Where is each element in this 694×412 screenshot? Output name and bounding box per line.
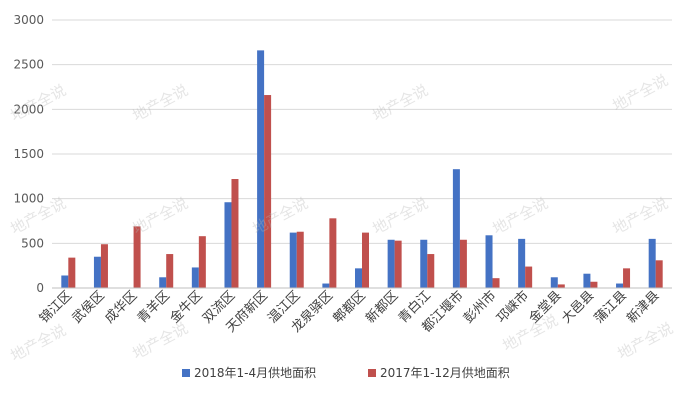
bar-series-2018 (452, 169, 460, 288)
y-tick-label: 1500 (13, 147, 44, 161)
bars (61, 50, 663, 288)
bar-series-2017 (296, 231, 304, 288)
bar-series-2018 (289, 232, 297, 288)
bar-series-2017 (100, 244, 108, 288)
bar-series-2017 (655, 260, 663, 288)
bar-series-2018 (550, 277, 558, 288)
bar-series-2017 (264, 95, 272, 288)
x-tick-label: 金牛区 (167, 288, 206, 327)
y-tick-label: 3000 (13, 13, 44, 27)
bar-series-2018 (355, 268, 362, 288)
x-axis-ticks: 锦江区武侯区成华区青羊区金牛区双流区天府新区温江区龙泉驿区郫都区新都区青白江都江… (37, 288, 663, 336)
legend-label: 2018年1-4月供地面积 (194, 366, 316, 380)
bar-series-2017 (394, 240, 402, 288)
bar-series-2017 (525, 266, 533, 288)
bar-series-2018 (322, 283, 330, 288)
x-tick-label: 青羊区 (134, 288, 173, 327)
bar-series-2017 (557, 284, 565, 288)
bar-series-2017 (329, 218, 337, 288)
bar-series-2018 (93, 256, 101, 288)
bar-series-2017 (231, 179, 239, 288)
x-tick-label: 武侯区 (70, 288, 108, 326)
y-tick-label: 0 (36, 281, 44, 295)
bar-series-2018 (191, 267, 199, 288)
bar-series-2017 (362, 232, 369, 288)
x-tick-label: 新都区 (363, 288, 402, 327)
bar-series-2018 (224, 202, 232, 288)
bar-series-2018 (648, 238, 656, 288)
bar-series-2017 (166, 254, 174, 288)
y-tick-label: 1000 (13, 192, 44, 206)
bar-series-2018 (518, 238, 526, 288)
x-tick-label: 彭州市 (460, 288, 499, 327)
bar-series-2018 (420, 239, 428, 288)
bar-series-2017 (590, 281, 598, 288)
bar-series-2018 (387, 239, 395, 288)
bar-series-2018 (257, 50, 265, 288)
bar-series-2017 (427, 254, 435, 288)
bar-series-2018 (616, 283, 624, 288)
x-tick-label: 大邑县 (559, 288, 597, 326)
bar-series-2018 (159, 277, 167, 288)
x-tick-label: 成华区 (102, 288, 140, 326)
y-tick-label: 500 (21, 236, 44, 250)
legend: 2018年1-4月供地面积 2017年1-12月供地面积 (182, 366, 510, 380)
bar-series-2017 (198, 236, 206, 288)
legend-swatch (182, 369, 190, 377)
x-tick-label: 邛崃市 (493, 288, 532, 327)
y-tick-label: 2500 (13, 58, 44, 72)
bar-series-2017 (459, 239, 467, 288)
x-tick-label: 金堂县 (526, 288, 565, 327)
bar-series-2018 (485, 235, 493, 288)
legend-label: 2017年1-12月供地面积 (380, 366, 510, 380)
bar-series-2017 (133, 226, 141, 288)
bar-series-2018 (583, 273, 591, 288)
legend-swatch (368, 369, 376, 377)
x-tick-label: 蒲江县 (592, 288, 630, 326)
y-axis-ticks: 0 500 1000 1500 2000 2500 3000 (13, 13, 44, 295)
x-tick-label: 新津县 (624, 288, 663, 327)
y-tick-label: 2000 (13, 102, 44, 116)
x-tick-label: 郫都区 (330, 288, 369, 327)
gridlines (52, 19, 672, 244)
bar-series-2017 (623, 268, 631, 288)
bar-series-2018 (61, 275, 69, 288)
bar-series-2017 (68, 257, 76, 288)
bar-series-2017 (492, 278, 500, 288)
